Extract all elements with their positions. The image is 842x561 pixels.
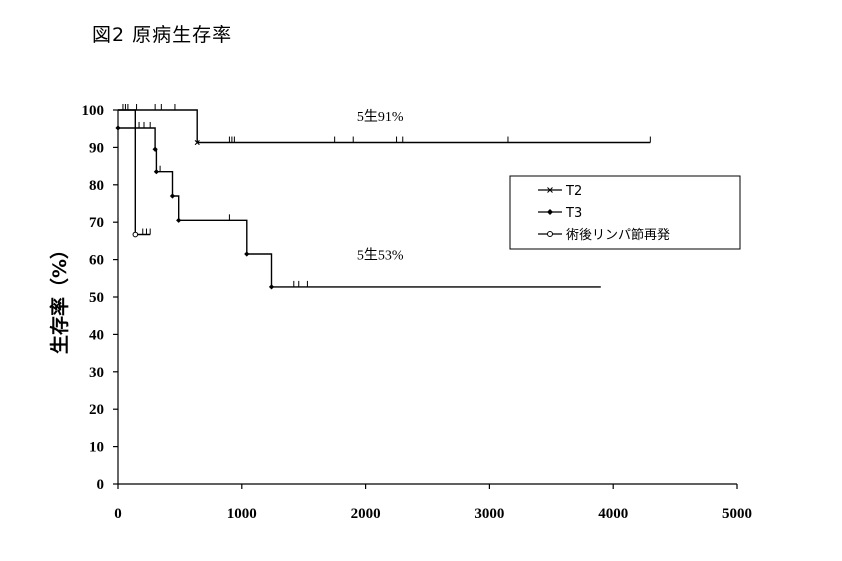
y-tick-label: 100: [82, 103, 105, 119]
series-line: [118, 109, 651, 144]
legend-item-2: T3: [538, 206, 582, 221]
y-tick-label: 90: [89, 140, 104, 156]
x-tick-label: 4000: [598, 506, 628, 522]
x-tick-label: 0: [114, 506, 122, 522]
legend-marker: [547, 187, 553, 193]
legend-item-1: T2: [538, 184, 582, 199]
event-marker: [176, 217, 182, 223]
y-tick-label: 30: [89, 365, 104, 381]
x-tick-label: 2000: [351, 506, 381, 522]
annotation-label: 5生91%: [357, 109, 404, 125]
legend-marker: [547, 209, 553, 215]
event-marker: [152, 146, 158, 152]
legend-label: 術後リンパ節再発: [566, 228, 670, 243]
y-tick-label: 10: [89, 440, 104, 456]
series-group: [115, 104, 651, 290]
event-marker: [153, 169, 159, 175]
y-tick-label: 20: [89, 402, 104, 418]
y-tick-label: 80: [89, 178, 104, 194]
series-2: [115, 121, 601, 290]
legend-label: T2: [565, 184, 582, 199]
annotations: 5生91% 5生53%: [357, 109, 404, 263]
event-marker: [132, 231, 139, 238]
x-tick-label: 3000: [474, 506, 504, 522]
legend-label: T3: [565, 206, 582, 221]
y-tick-label: 40: [89, 327, 104, 343]
event-marker: [115, 125, 121, 131]
y-tick-label: 50: [89, 290, 104, 306]
x-tick-label: 5000: [722, 506, 752, 522]
event-marker: [268, 284, 275, 290]
legend-marker: [547, 231, 553, 237]
legend: T2 T3 術後リンパ節再発: [509, 175, 741, 250]
y-tick-label: 70: [89, 215, 104, 231]
y-tick-label: 60: [89, 253, 104, 269]
figure-title: 図2 原病生存率: [92, 24, 233, 46]
y-tick-label: 0: [97, 477, 105, 493]
annotation-label: 5生53%: [357, 248, 404, 264]
y-axis-label: 生存率（%）: [48, 240, 71, 354]
event-marker: [169, 193, 176, 199]
x-tick-label: 1000: [227, 506, 257, 522]
legend-item-3: 術後リンパ節再発: [538, 228, 670, 243]
series-1: [118, 104, 651, 146]
axes: 0 1000 2000 3000 4000 5000 0 10 20 30 40 50 60 70 80 90…: [48, 103, 752, 522]
series-3: [118, 109, 151, 238]
event-marker: [244, 251, 250, 257]
event-marker: [194, 139, 200, 146]
